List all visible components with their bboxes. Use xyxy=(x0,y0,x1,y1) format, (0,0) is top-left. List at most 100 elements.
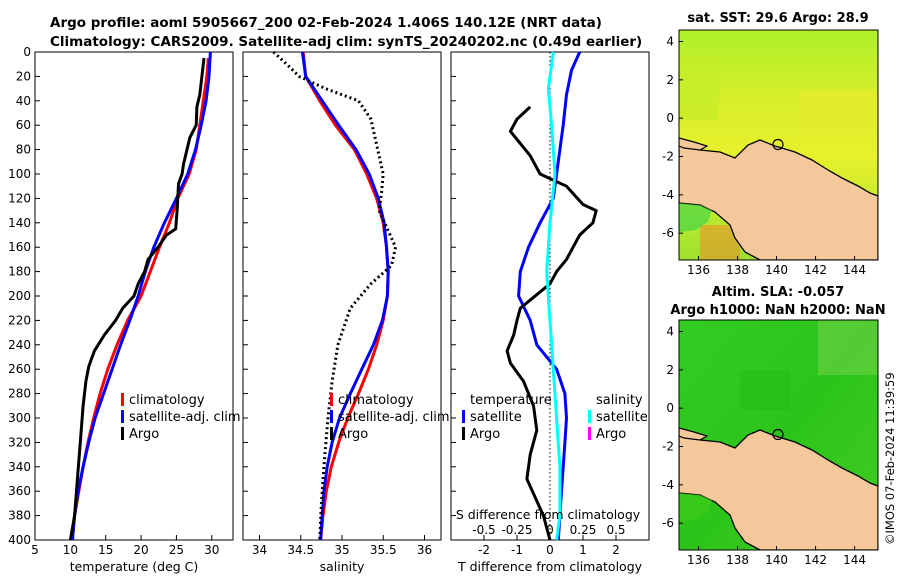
legend-swatch-climatology xyxy=(330,393,333,406)
plot-title-line1: Argo profile: aoml 5905667_200 02-Feb-20… xyxy=(50,15,602,31)
map-x-tick-label: 136 xyxy=(687,263,710,277)
map-x-tick-label: 138 xyxy=(726,263,749,277)
sst-patch xyxy=(679,60,719,120)
y-tick-label: 120 xyxy=(8,191,31,205)
map-y-tick-label: 4 xyxy=(666,35,674,49)
x-tick-label: 5 xyxy=(31,543,39,557)
legend-label-s-satellite: satellite xyxy=(596,410,648,425)
y-tick-label: 400 xyxy=(8,533,31,547)
plot-title-line2: Climatology: CARS2009. Satellite-adj cli… xyxy=(50,34,642,50)
legend-swatch-t-satellite xyxy=(462,410,465,423)
map-x-tick-label: 140 xyxy=(765,553,788,567)
map-y-tick-label: -4 xyxy=(662,478,674,492)
x-tick-label: 34.5 xyxy=(287,543,314,557)
legend-swatch-argo xyxy=(330,427,333,440)
series-line-t-argo xyxy=(505,105,598,541)
y-tick-label: 20 xyxy=(16,69,31,83)
map-y-tick-label: 0 xyxy=(666,401,674,415)
map-y-tick-label: -2 xyxy=(662,440,674,454)
legend-label-climatology: climatology xyxy=(338,393,414,408)
sla-map-title: Altim. SLA: -0.057 xyxy=(712,285,844,300)
map-y-tick-label: -4 xyxy=(662,188,674,202)
legend-swatch-s-argo xyxy=(588,427,591,440)
temperature-legend: climatology satellite-adj. clim Argo xyxy=(121,393,241,442)
y-tick-label: 100 xyxy=(8,167,31,181)
southern-sea xyxy=(679,203,712,232)
series-line-climatology xyxy=(69,57,210,541)
y-tick-label: 340 xyxy=(8,460,31,474)
series-line-t-satellite xyxy=(517,51,582,541)
x-tick-label: 25 xyxy=(169,543,184,557)
legend-swatch-satellite xyxy=(330,410,333,423)
map-y-tick-label: -2 xyxy=(662,150,674,164)
y-tick-label: 40 xyxy=(16,94,31,108)
map-y-tick-label: -6 xyxy=(662,226,674,240)
x-tick-label: 10 xyxy=(63,543,78,557)
map-y-tick-label: 2 xyxy=(666,73,674,87)
y-tick-label: 320 xyxy=(8,435,31,449)
y-tick-label: 220 xyxy=(8,313,31,327)
series-line-s-satellite xyxy=(545,51,562,541)
x-tick-label: -2 xyxy=(478,543,490,557)
sla-map xyxy=(679,320,878,550)
sst-map-frame xyxy=(678,29,879,261)
sla-map-frame xyxy=(678,319,879,551)
map-y-tick-label: 0 xyxy=(666,111,674,125)
legend-swatch-s-satellite xyxy=(588,410,591,423)
x-tick-label: 1 xyxy=(579,543,587,557)
y-tick-label: 360 xyxy=(8,484,31,498)
salinity-series xyxy=(272,50,398,541)
x2-tick-label: 0.25 xyxy=(570,523,597,537)
legend-label-argo: Argo xyxy=(129,427,159,442)
y-tick-label: 140 xyxy=(8,216,31,230)
y-tick-label: 260 xyxy=(8,362,31,376)
southern-sea xyxy=(679,493,712,522)
x-tick-label: 35.5 xyxy=(370,543,397,557)
x-tick-label: 30 xyxy=(204,543,219,557)
map-x-tick-label: 138 xyxy=(726,553,749,567)
legend-swatch-argo xyxy=(121,427,124,440)
map-y-tick-label: -6 xyxy=(662,516,674,530)
argo-position-marker xyxy=(772,138,784,151)
salinity-difference-axis: -0.5 -0.25 0 0.25 0.5 xyxy=(472,523,625,537)
legend-label-salinity: salinity xyxy=(596,393,643,408)
island xyxy=(679,427,709,441)
series-line-satellite-adj-clim xyxy=(71,51,212,541)
depth-axis: 0 20 40 60 80 100 120 140 160 180 200 220 240 260 280 3… xyxy=(8,45,456,547)
series-line-satellite-adj-clim xyxy=(300,51,390,541)
map-x-tick-label: 144 xyxy=(843,263,866,277)
x-tick-label: 15 xyxy=(98,543,113,557)
series-line-climatology xyxy=(301,51,390,541)
imos-timestamp: ©IMOS 07-Feb-2024 11:39:59 xyxy=(883,372,897,545)
new-guinea-landmass xyxy=(679,139,878,260)
y-tick-label: 60 xyxy=(16,118,31,132)
x2-tick-label: 0.5 xyxy=(606,523,625,537)
salinity-x-axis: 34 34.5 35 35.5 36 xyxy=(252,535,432,557)
s-difference-xlabel: S difference from climatology xyxy=(456,507,641,522)
legend-swatch-climatology xyxy=(121,393,124,406)
sst-map xyxy=(679,30,878,260)
legend-label-satellite: satellite-adj. clim xyxy=(129,410,241,425)
y-tick-label: 280 xyxy=(8,387,31,401)
temperature-series xyxy=(68,51,212,541)
y-tick-label: 300 xyxy=(8,411,31,425)
map-x-tick-label: 136 xyxy=(687,553,710,567)
t-difference-xlabel: T difference from climatology xyxy=(457,559,643,574)
sla-patch xyxy=(740,370,790,410)
map-x-tick-label: 144 xyxy=(843,553,866,567)
y-tick-label: 80 xyxy=(16,143,31,157)
difference-x-axis: -2 -1 0 1 2 xyxy=(478,535,620,557)
x2-tick-label: 0 xyxy=(546,523,554,537)
legend-swatch-satellite xyxy=(121,410,124,423)
sla-patch xyxy=(818,320,878,375)
map-x-tick-label: 142 xyxy=(804,553,827,567)
x-tick-label: 35 xyxy=(334,543,349,557)
legend-label-argo: Argo xyxy=(338,427,368,442)
sla-map-subtitle: Argo h1000: NaN h2000: NaN xyxy=(670,303,885,318)
salinity-legend: climatology satellite-adj. clim Argo xyxy=(330,393,450,442)
argo-position-marker xyxy=(772,428,784,441)
temperature-xlabel: temperature (deg C) xyxy=(70,559,199,574)
series-line-argo xyxy=(68,57,206,541)
y-tick-label: 380 xyxy=(8,509,31,523)
